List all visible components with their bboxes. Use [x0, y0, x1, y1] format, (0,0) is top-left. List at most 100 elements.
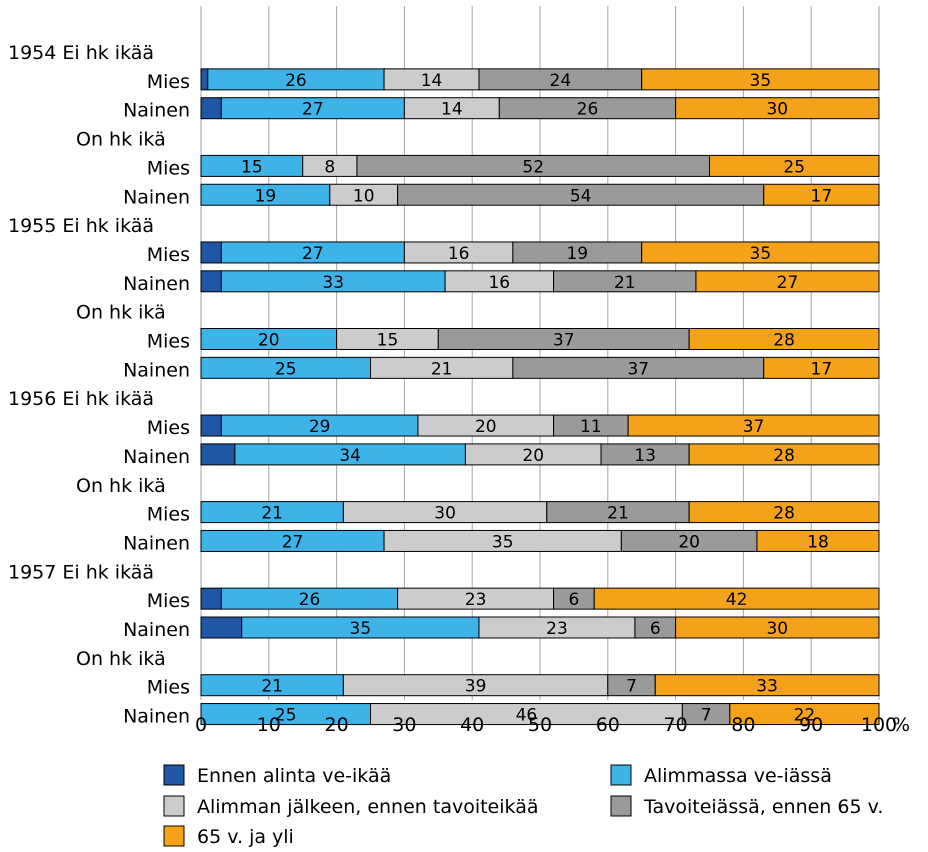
legend-label: Tavoiteiässä, ennen 65 v.	[643, 796, 883, 818]
category-label: Mies	[147, 71, 190, 93]
data-label: 33	[756, 677, 778, 697]
legend-swatch	[163, 764, 185, 786]
bar-segment	[200, 443, 236, 466]
category-label: Mies	[147, 590, 190, 612]
subgroup-label: On hk ikä	[76, 302, 166, 324]
data-label: 37	[627, 359, 649, 379]
legend-label: 65 v. ja yli	[197, 826, 294, 848]
data-label: 25	[275, 706, 297, 726]
bar-segment	[763, 356, 880, 379]
data-label: 29	[309, 417, 331, 437]
year-group-label: 1957 Ei hk ikää	[8, 561, 154, 583]
bar-segment	[593, 587, 880, 610]
data-label: 25	[275, 359, 297, 379]
data-label: 20	[522, 446, 544, 466]
data-label: 21	[431, 359, 453, 379]
data-label: 19	[566, 244, 588, 264]
data-label: 26	[299, 590, 321, 610]
x-tick-label: 50	[528, 714, 552, 736]
x-tick-label: 70	[664, 714, 688, 736]
data-label: 15	[377, 331, 399, 351]
data-label: 15	[241, 157, 263, 177]
data-label: 27	[302, 100, 324, 120]
x-tick-label: 80	[731, 714, 755, 736]
data-label: 27	[282, 532, 304, 552]
data-label: 16	[488, 273, 510, 293]
year-group-label: 1955 Ei hk ikää	[8, 215, 154, 237]
data-label: 27	[302, 244, 324, 264]
x-tick-label: 90	[799, 714, 823, 736]
data-label: 28	[773, 446, 795, 466]
data-label: 39	[465, 677, 487, 697]
x-tick-label: 40	[460, 714, 484, 736]
data-label: 23	[546, 619, 568, 639]
bar-segment	[627, 414, 880, 437]
bar-segment	[654, 674, 880, 697]
data-label: 24	[550, 71, 572, 91]
data-label: 46	[516, 706, 538, 726]
bar-segment	[688, 443, 880, 466]
data-label: 35	[750, 71, 772, 91]
bar-segment	[200, 68, 209, 91]
bar-segment	[729, 703, 880, 726]
data-label: 52	[522, 157, 544, 177]
data-label: 22	[794, 706, 816, 726]
data-label: 54	[570, 186, 592, 206]
legend-swatch	[163, 795, 185, 817]
subgroup-label: On hk ikä	[76, 475, 166, 497]
bar-segment	[200, 241, 222, 264]
data-label: 23	[465, 590, 487, 610]
bar-segment	[763, 183, 880, 206]
bar-segment	[200, 616, 243, 639]
year-group-label: 1956 Ei hk ikää	[8, 388, 154, 410]
category-label: Nainen	[123, 532, 190, 554]
data-label: 34	[339, 446, 361, 466]
data-label: 28	[773, 331, 795, 351]
data-label: 6	[650, 619, 661, 639]
subgroup-label: On hk ikä	[76, 129, 166, 151]
category-label: Nainen	[123, 359, 190, 381]
data-label: 7	[626, 677, 637, 697]
data-label: 7	[701, 706, 712, 726]
bar-segment	[675, 616, 880, 639]
x-tick-label: 0	[195, 714, 207, 736]
category-label: Nainen	[123, 273, 190, 295]
legend-label: Alimmassa ve-iässä	[644, 765, 832, 787]
category-label: Nainen	[123, 706, 190, 728]
x-tick-label: 20	[325, 714, 349, 736]
data-label: 20	[475, 417, 497, 437]
data-label: 35	[350, 619, 372, 639]
bar-segment	[200, 414, 222, 437]
bar-segment	[675, 97, 880, 120]
data-label: 20	[678, 532, 700, 552]
data-label: 30	[766, 619, 788, 639]
data-label: 6	[568, 590, 579, 610]
data-label: 21	[614, 273, 636, 293]
legend-swatch	[610, 764, 632, 786]
bar-segment	[695, 270, 880, 293]
x-tick-label: 100	[861, 714, 897, 736]
legend-swatch	[163, 825, 185, 847]
category-label: Mies	[147, 504, 190, 526]
bar-segment	[756, 529, 880, 552]
bar-segment	[709, 154, 880, 177]
category-label: Mies	[147, 677, 190, 699]
category-label: Mies	[147, 157, 190, 179]
category-label: Mies	[147, 244, 190, 266]
x-tick-label: 30	[392, 714, 416, 736]
category-label: Nainen	[123, 186, 190, 208]
data-label: 17	[811, 186, 833, 206]
data-label: 26	[577, 100, 599, 120]
legend-label: Ennen alinta ve-ikää	[197, 765, 391, 787]
bar-segment	[641, 68, 880, 91]
data-label: 26	[285, 71, 307, 91]
data-label: 14	[421, 71, 443, 91]
bar-segment	[688, 501, 880, 524]
data-label: 30	[434, 504, 456, 524]
category-label: Nainen	[123, 100, 190, 122]
bar-segment	[641, 241, 880, 264]
data-label: 13	[634, 446, 656, 466]
data-label: 33	[322, 273, 344, 293]
